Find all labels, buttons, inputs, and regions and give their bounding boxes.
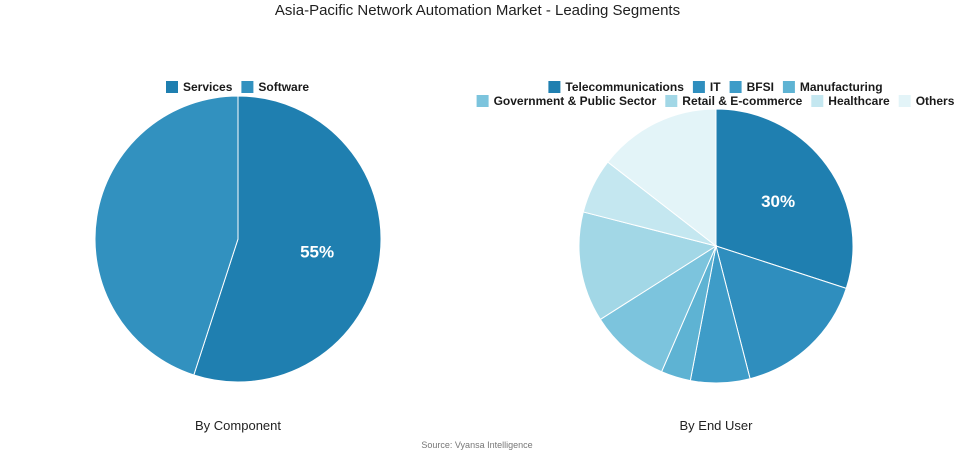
component-legend-label-software: Software	[258, 80, 309, 94]
component-legend: Services Software	[166, 80, 309, 94]
end-user-legend-label-manufacturing: Manufacturing	[800, 80, 883, 94]
end-user-legend-label-it: IT	[710, 80, 721, 94]
component-slice-services	[193, 95, 382, 383]
end-user-legend-label-healthcare: Healthcare	[828, 94, 890, 108]
chart-title: Asia-Pacific Network Automation Market -…	[274, 2, 681, 19]
end-user-slice-retail-and-e-commerce	[578, 211, 718, 321]
end-user-legend-label-government-and-public-sector: Government & Public Sector	[494, 94, 657, 108]
component-legend-swatch-software	[241, 81, 254, 93]
end-user-legend-swatch-others	[898, 95, 911, 107]
end-user-pie: 30%	[578, 108, 854, 384]
end-user-legend-swatch-manufacturing	[782, 81, 795, 93]
end-user-legend-swatch-telecommunications	[548, 81, 561, 93]
source-note: Source: Vyansa Intelligence	[421, 440, 532, 450]
end-user-legend-label-retail-and-e-commerce: Retail & E-commerce	[682, 94, 802, 108]
component-legend-swatch-services	[166, 81, 178, 93]
end-user-legend-swatch-healthcare	[811, 95, 824, 107]
end-user-legend-label-bfsi: BFSI	[747, 80, 774, 94]
end-user-legend: Telecommunications IT BFSI Manufacturing Gov…	[476, 80, 955, 108]
end-user-slice-others	[607, 108, 717, 248]
component-slice-software	[94, 95, 239, 376]
component-subtitle: By Component	[195, 418, 281, 433]
end-user-data-label-telecommunications: 30%	[761, 192, 795, 211]
end-user-slice-government-and-public-sector	[599, 244, 718, 373]
end-user-legend-swatch-retail-and-e-commerce	[665, 95, 678, 107]
end-user-legend-swatch-government-and-public-sector	[476, 95, 489, 107]
end-user-legend-label-telecommunications: Telecommunications	[565, 80, 684, 94]
end-user-legend-swatch-it	[692, 81, 705, 93]
end-user-slice-telecommunications	[715, 108, 854, 289]
component-data-label-services: 55%	[300, 243, 334, 262]
end-user-legend-swatch-bfsi	[729, 81, 742, 93]
end-user-slice-it	[715, 245, 847, 380]
end-user-legend-label-others: Others	[916, 94, 955, 108]
component-pie: 55%	[94, 95, 382, 383]
end-user-subtitle: By End User	[680, 418, 754, 433]
component-legend-label-services: Services	[183, 80, 233, 94]
